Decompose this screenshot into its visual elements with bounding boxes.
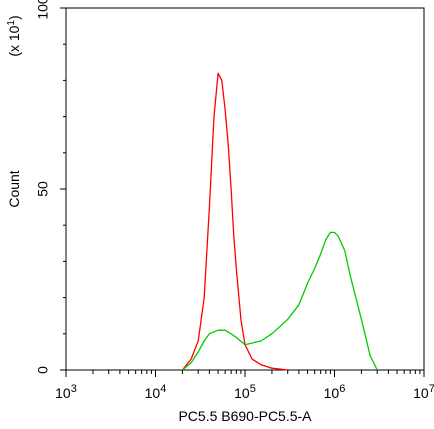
x-tick-label: 106: [324, 383, 346, 401]
plot-area: [65, 7, 425, 371]
x-axis-label: PC5.5 B690-PC5.5-A: [178, 408, 312, 424]
x-tick-label: 103: [55, 383, 77, 401]
y-tick-label: 0: [35, 366, 51, 374]
x-tick-label: 104: [145, 383, 167, 401]
y-tick-label: 50: [35, 181, 51, 197]
histogram-series-line: [181, 231, 378, 371]
x-tick-label: 105: [234, 383, 256, 401]
x-tick-label: 107: [413, 383, 434, 401]
x-tick-label-base: 10: [234, 385, 250, 401]
y-axis-label: Count: [6, 170, 22, 207]
x-tick-label-base: 10: [413, 385, 429, 401]
x-tick-label-exponent: 5: [250, 383, 256, 395]
x-tick-label-base: 10: [324, 385, 340, 401]
series-layer: [181, 72, 378, 371]
y-axis-multiplier: (x 101): [6, 15, 22, 56]
x-tick-label-base: 10: [145, 385, 161, 401]
x-tick-label-exponent: 6: [339, 383, 345, 395]
x-tick-label-exponent: 4: [160, 383, 166, 395]
histogram-series-line: [181, 72, 288, 371]
y-tick-label: 100: [35, 0, 51, 20]
x-tick-label-exponent: 3: [71, 383, 77, 395]
x-tick-label-exponent: 7: [429, 383, 434, 395]
x-tick-label-base: 10: [55, 385, 71, 401]
